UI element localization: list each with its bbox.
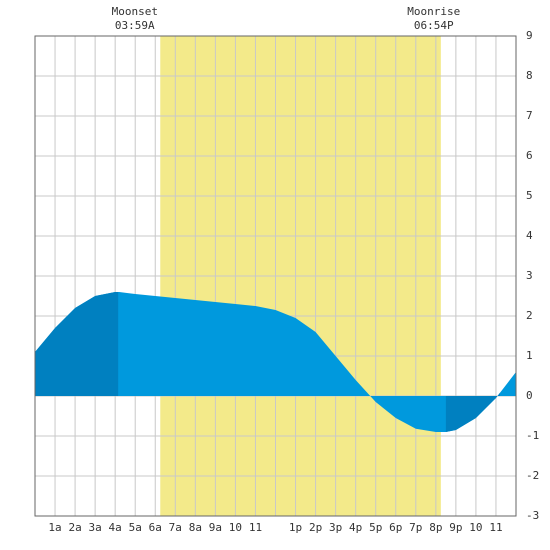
x-tick-label: 10: [469, 521, 482, 534]
x-tick-label: 1a: [48, 521, 61, 534]
y-tick-label: 7: [526, 109, 533, 122]
y-tick-label: 5: [526, 189, 533, 202]
x-tick-label: 5p: [369, 521, 382, 534]
y-tick-label: 6: [526, 149, 533, 162]
x-tick-label: 8a: [189, 521, 202, 534]
x-tick-label: 4p: [349, 521, 362, 534]
x-tick-label: 3a: [89, 521, 102, 534]
y-tick-label: 2: [526, 309, 533, 322]
x-tick-label: 11: [249, 521, 262, 534]
x-tick-label: 7p: [409, 521, 422, 534]
x-tick-label: 1p: [289, 521, 302, 534]
x-tick-label: 9p: [449, 521, 462, 534]
event-label: Moonset: [112, 5, 158, 18]
x-tick-label: 3p: [329, 521, 342, 534]
x-tick-label: 8p: [429, 521, 442, 534]
x-tick-label: 10: [229, 521, 242, 534]
area-layer: [35, 292, 516, 432]
x-tick-label: 6a: [149, 521, 162, 534]
tide-area-dark: [35, 292, 119, 396]
x-tick-label: 9a: [209, 521, 222, 534]
y-tick-label: 9: [526, 29, 533, 42]
x-tick-label: 5a: [129, 521, 142, 534]
x-tick-label: 7a: [169, 521, 182, 534]
x-tick-label: 4a: [109, 521, 122, 534]
label-layer: -3 -2 -1 0 1 2 3 4 5 6 7 8 9 1a 2a 3a 4a 5a 6a 7a 8a 9a 10 11 1p…: [48, 5, 539, 534]
x-tick-label: 2a: [68, 521, 81, 534]
plot-border: [34, 35, 517, 517]
event-time: 03:59A: [115, 19, 155, 32]
tide-area-dark: [445, 392, 500, 432]
tide-area: [35, 292, 516, 432]
x-tick-label: 2p: [309, 521, 322, 534]
x-tick-label: 6p: [389, 521, 402, 534]
y-tick-label: 4: [526, 229, 533, 242]
y-tick-label: -1: [526, 429, 539, 442]
x-tick-label: 11: [489, 521, 502, 534]
y-tick-label: 3: [526, 269, 533, 282]
y-tick-label: 1: [526, 349, 533, 362]
y-tick-label: -2: [526, 469, 539, 482]
event-label: Moonrise: [407, 5, 460, 18]
y-tick-label: 8: [526, 69, 533, 82]
y-tick-label: 0: [526, 389, 533, 402]
event-time: 06:54P: [414, 19, 454, 32]
y-tick-label: -3: [526, 509, 539, 522]
